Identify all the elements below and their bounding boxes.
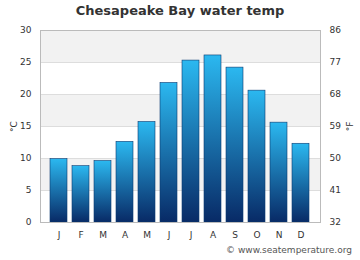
svg-text:O: O <box>253 230 260 240</box>
svg-text:°F: °F <box>345 122 355 132</box>
svg-text:A: A <box>210 230 217 240</box>
svg-text:25: 25 <box>20 57 31 67</box>
html-text:Chesapeake Bay water temp: Chesapeake Bay water temp <box>75 3 285 18</box>
svg-text:30: 30 <box>20 25 32 35</box>
svg-text:J: J <box>167 230 171 240</box>
svg-text:S: S <box>232 230 238 240</box>
svg-text:41: 41 <box>330 185 341 195</box>
svg-text:50: 50 <box>330 153 342 163</box>
svg-text:M: M <box>143 230 151 240</box>
svg-text:N: N <box>276 230 283 240</box>
svg-text:0: 0 <box>26 217 32 227</box>
svg-text:77: 77 <box>330 57 341 67</box>
svg-text:A: A <box>122 230 129 240</box>
svg-text:68: 68 <box>330 89 342 99</box>
svg-text:M: M <box>99 230 107 240</box>
svg-text:32: 32 <box>330 217 341 227</box>
svg-text:20: 20 <box>20 89 32 99</box>
svg-text:59: 59 <box>330 121 342 131</box>
svg-text:J: J <box>57 230 61 240</box>
svg-text:F: F <box>78 230 83 240</box>
svg-text:86: 86 <box>330 25 342 35</box>
svg-text:°C: °C <box>9 121 19 132</box>
html-text:© www.seatemperature.org: © www.seatemperature.org <box>226 245 352 255</box>
svg-text:15: 15 <box>20 121 31 131</box>
svg-text:J: J <box>189 230 193 240</box>
svg-text:10: 10 <box>20 153 32 163</box>
svg-text:D: D <box>298 230 305 240</box>
svg-text:5: 5 <box>26 185 32 195</box>
